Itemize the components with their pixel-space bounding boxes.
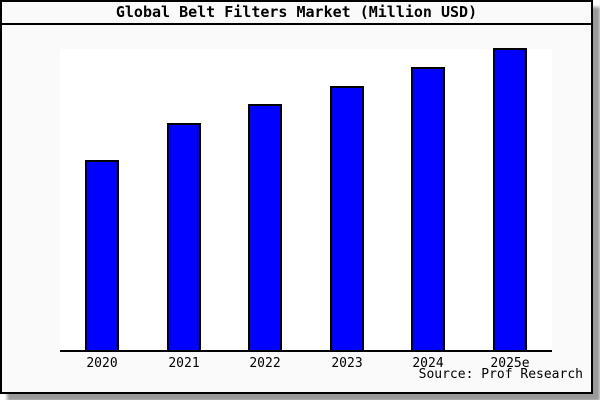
x-tick-label-2020: 2020 bbox=[86, 356, 118, 371]
bar-2024 bbox=[411, 67, 445, 350]
x-tick-label-2023: 2023 bbox=[331, 356, 363, 371]
plot-area bbox=[60, 48, 552, 352]
bar-2020 bbox=[85, 160, 119, 350]
bar-2022 bbox=[248, 104, 282, 350]
bar-2023 bbox=[330, 86, 364, 350]
chart-frame: Global Belt Filters Market (Million USD)… bbox=[0, 0, 593, 394]
x-tick-label-2025e: 2025e bbox=[490, 356, 530, 371]
bar-2025e bbox=[493, 48, 527, 350]
x-tick-label-2021: 2021 bbox=[168, 356, 200, 371]
source-credit: Source: Prof Research bbox=[418, 367, 583, 382]
chart-title: Global Belt Filters Market (Million USD) bbox=[2, 2, 591, 25]
x-tick-label-2022: 2022 bbox=[249, 356, 281, 371]
x-tick-label-2024: 2024 bbox=[412, 356, 444, 371]
bar-2021 bbox=[167, 123, 201, 350]
